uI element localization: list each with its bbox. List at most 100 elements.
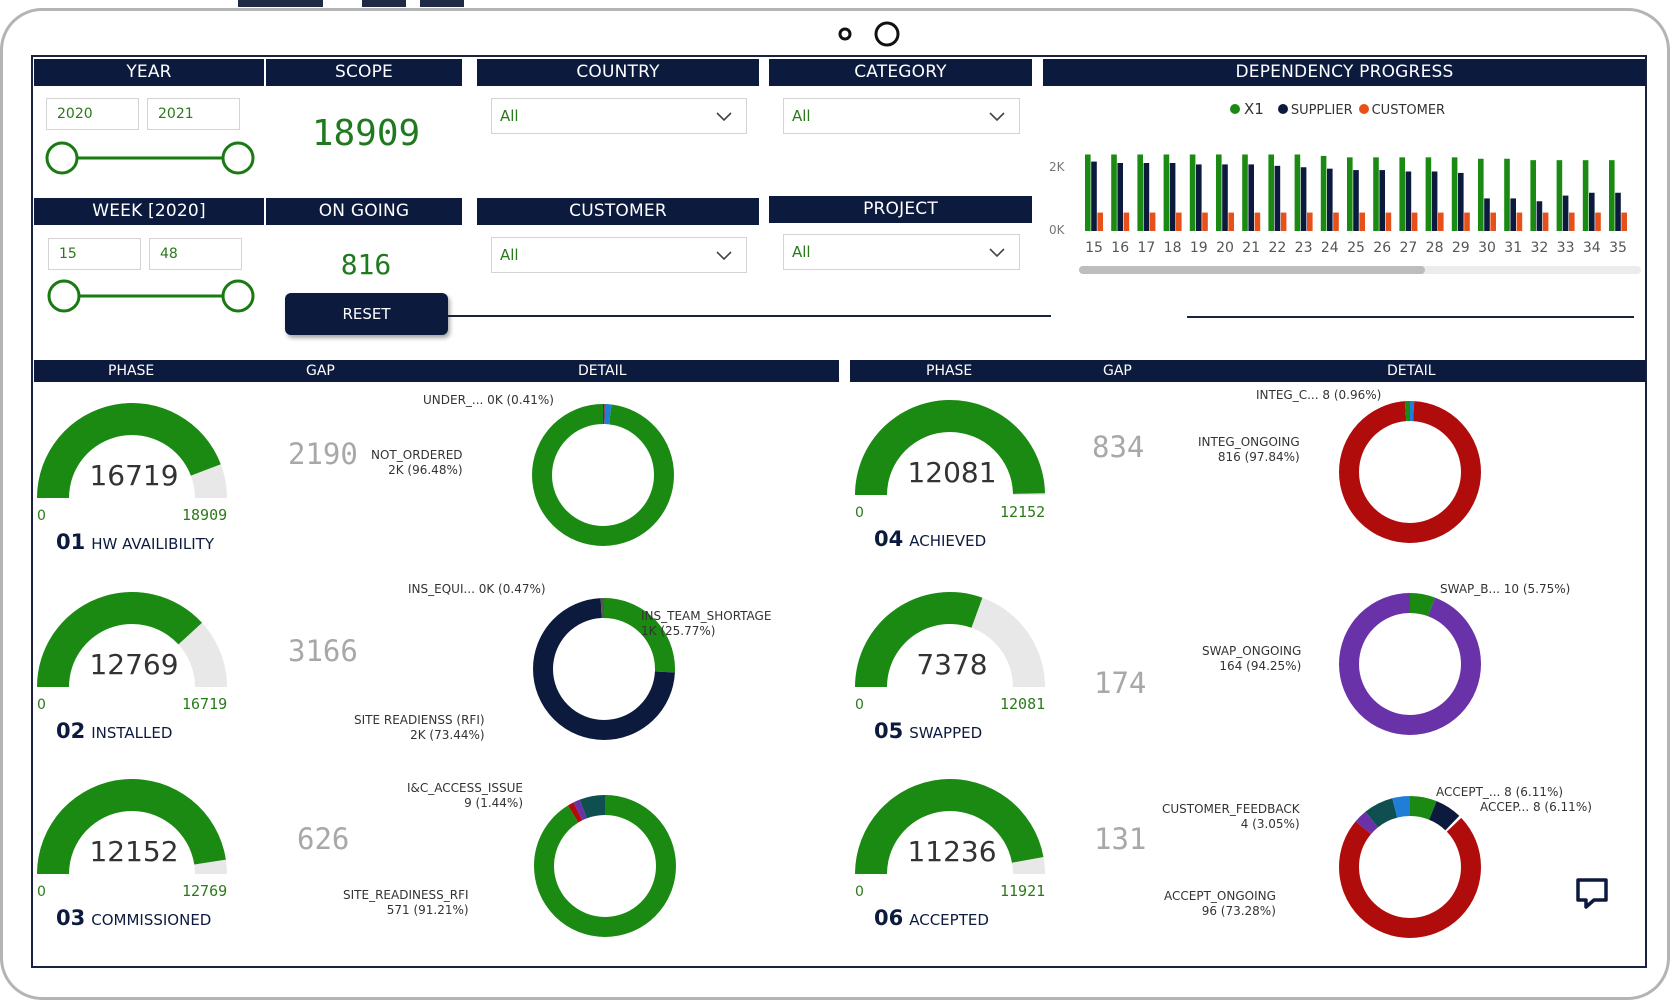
gauge-03[interactable]: 12152	[36, 774, 236, 884]
bar-customer-24[interactable]	[1333, 212, 1339, 231]
week-to-input[interactable]: 48	[149, 238, 242, 270]
bar-x1-15[interactable]	[1085, 154, 1091, 232]
bar-customer-17[interactable]	[1149, 212, 1156, 231]
bar-x1-23[interactable]	[1294, 154, 1301, 232]
donut-segment[interactable]	[1339, 401, 1481, 543]
bar-customer-23[interactable]	[1307, 212, 1313, 231]
customer-dropdown[interactable]: All	[491, 237, 747, 273]
bar-customer-25[interactable]	[1359, 212, 1365, 231]
bar-x1-29[interactable]	[1451, 157, 1458, 231]
donut-segment[interactable]	[1339, 796, 1481, 938]
bar-supplier-17[interactable]	[1143, 163, 1150, 231]
gauge-04[interactable]: 12081	[854, 395, 1054, 505]
bar-x1-26[interactable]	[1373, 157, 1379, 231]
bar-supplier-33[interactable]	[1562, 195, 1569, 231]
week-slider[interactable]	[46, 276, 260, 316]
donut-segment[interactable]	[1339, 401, 1481, 543]
bar-x1-32[interactable]	[1530, 160, 1536, 231]
bar-supplier-32[interactable]	[1536, 201, 1543, 231]
bar-x1-17[interactable]	[1137, 154, 1143, 232]
donut-05[interactable]	[1325, 579, 1495, 749]
bar-customer-26[interactable]	[1385, 212, 1392, 231]
bar-customer-32[interactable]	[1542, 212, 1549, 231]
bar-supplier-28[interactable]	[1431, 171, 1438, 232]
donut-segment[interactable]	[1339, 796, 1481, 938]
bar-x1-24[interactable]	[1320, 155, 1327, 231]
year-from-input[interactable]: 2020	[46, 98, 139, 130]
donut-04[interactable]	[1325, 387, 1495, 557]
bar-customer-33[interactable]	[1569, 212, 1575, 231]
bar-supplier-34[interactable]	[1589, 192, 1595, 231]
gauge-05[interactable]: 7378	[854, 587, 1054, 697]
bar-supplier-25[interactable]	[1353, 170, 1359, 231]
bar-x1-34[interactable]	[1582, 160, 1589, 231]
bar-customer-27[interactable]	[1411, 212, 1418, 231]
donut-06[interactable]	[1325, 782, 1495, 952]
donut-segment[interactable]	[534, 795, 676, 937]
year-to-input[interactable]: 2021	[147, 98, 240, 130]
donut-segment[interactable]	[533, 598, 675, 740]
bar-customer-19[interactable]	[1202, 212, 1208, 231]
bar-x1-33[interactable]	[1556, 160, 1563, 231]
bar-supplier-15[interactable]	[1091, 161, 1097, 231]
bar-supplier-20[interactable]	[1222, 164, 1228, 231]
bar-customer-35[interactable]	[1621, 212, 1627, 231]
bar-customer-22[interactable]	[1280, 212, 1287, 231]
bar-x1-22[interactable]	[1268, 154, 1274, 232]
bar-customer-15[interactable]	[1097, 212, 1103, 231]
category-dropdown[interactable]: All	[783, 98, 1020, 134]
bar-supplier-24[interactable]	[1327, 168, 1333, 231]
bar-customer-16[interactable]	[1123, 212, 1130, 231]
bar-supplier-35[interactable]	[1615, 192, 1621, 231]
donut-segment[interactable]	[532, 404, 674, 546]
bar-supplier-29[interactable]	[1458, 172, 1464, 231]
bar-supplier-18[interactable]	[1169, 163, 1176, 231]
donut-segment[interactable]	[534, 795, 676, 937]
bar-customer-31[interactable]	[1516, 212, 1523, 231]
chart-scrollbar[interactable]	[1079, 266, 1641, 274]
gauge-06[interactable]: 11236	[854, 774, 1054, 884]
week-from-input[interactable]: 15	[48, 238, 141, 270]
bar-supplier-31[interactable]	[1510, 198, 1516, 231]
donut-segment[interactable]	[533, 598, 675, 740]
bar-customer-28[interactable]	[1438, 212, 1444, 231]
bar-supplier-30[interactable]	[1484, 198, 1490, 231]
bar-x1-18[interactable]	[1163, 154, 1170, 232]
gauge-01[interactable]: 16719	[36, 398, 236, 508]
bar-customer-20[interactable]	[1228, 212, 1234, 231]
donut-03[interactable]	[520, 781, 690, 951]
year-slider-end-handle[interactable]	[221, 141, 255, 175]
bar-supplier-21[interactable]	[1248, 164, 1254, 231]
bar-x1-20[interactable]	[1216, 154, 1222, 232]
bar-supplier-16[interactable]	[1117, 163, 1123, 231]
week-slider-end-handle[interactable]	[221, 279, 255, 313]
bar-x1-21[interactable]	[1242, 154, 1248, 232]
bar-x1-30[interactable]	[1478, 158, 1484, 231]
bar-customer-29[interactable]	[1464, 212, 1470, 231]
bar-x1-35[interactable]	[1609, 160, 1615, 231]
bar-x1-31[interactable]	[1504, 158, 1510, 231]
bar-customer-18[interactable]	[1176, 212, 1182, 231]
year-slider[interactable]	[44, 138, 258, 178]
bar-customer-34[interactable]	[1595, 212, 1601, 231]
donut-02[interactable]	[519, 584, 689, 754]
chat-icon[interactable]	[1574, 876, 1610, 912]
bar-supplier-26[interactable]	[1379, 170, 1385, 231]
bar-x1-19[interactable]	[1189, 154, 1196, 232]
bar-supplier-27[interactable]	[1405, 171, 1412, 232]
country-dropdown[interactable]: All	[491, 98, 747, 134]
bar-x1-25[interactable]	[1347, 157, 1353, 231]
gauge-02[interactable]: 12769	[36, 587, 236, 697]
year-slider-start-handle[interactable]	[45, 141, 79, 175]
reset-button[interactable]: RESET	[285, 293, 448, 335]
donut-01[interactable]	[518, 390, 688, 560]
bar-customer-21[interactable]	[1254, 212, 1261, 231]
bar-supplier-22[interactable]	[1274, 165, 1281, 231]
bar-supplier-23[interactable]	[1300, 167, 1307, 231]
chart-scrollbar-thumb[interactable]	[1079, 266, 1425, 274]
bar-customer-30[interactable]	[1490, 212, 1496, 231]
week-slider-start-handle[interactable]	[47, 279, 81, 313]
bar-x1-28[interactable]	[1425, 157, 1432, 231]
project-dropdown[interactable]: All	[783, 234, 1020, 270]
bar-x1-27[interactable]	[1399, 157, 1405, 231]
